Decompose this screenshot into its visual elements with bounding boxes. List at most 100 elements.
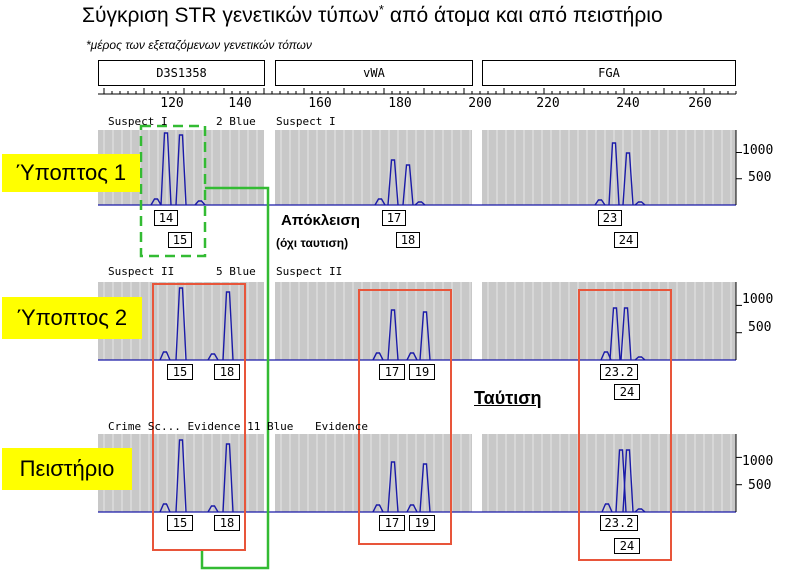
axis-tick-260: 260 [688, 96, 712, 111]
match-label: Ταύτιση [474, 388, 542, 408]
allele-call: 18 [214, 364, 240, 380]
peak [594, 199, 606, 206]
trace-title-evidence: Crime Sc... Evidence 11 Blue [108, 420, 294, 433]
trace-panel-bg [275, 130, 472, 205]
allele-call: 18 [214, 515, 240, 531]
trace-dye-suspect-2: 5 Blue [216, 265, 256, 278]
rfu-label-500: 500 [748, 478, 772, 493]
peak [609, 307, 621, 361]
locus-header-vwa: vWA [275, 60, 473, 86]
trace-title-suspect-1-right: Suspect I [276, 115, 336, 128]
row-label-suspect-1: Ύποπτος 1 [2, 154, 140, 192]
locus-header-d3s1358: D3S1358 [98, 60, 265, 86]
locus-header-fga: FGA [482, 60, 736, 86]
peak [419, 311, 431, 361]
axis-tick-200: 200 [468, 96, 492, 111]
allele-call: 19 [409, 364, 435, 380]
match-box-d3s1358 [152, 283, 246, 551]
peak [372, 352, 384, 361]
rfu-label-1000: 1000 [742, 292, 774, 307]
trace-title-suspect-1: Suspect I [108, 115, 168, 128]
peak [160, 132, 172, 206]
peak [159, 503, 171, 513]
trace-dye-suspect-1: 2 Blue [216, 115, 256, 128]
trace-title-suspect-2-right: Suspect II [276, 265, 343, 278]
peak [406, 352, 418, 361]
axis-minor-ticks [103, 88, 737, 94]
trace-panel-bg [482, 282, 736, 360]
trace-title-evidence-right: Evidence [315, 420, 368, 433]
peak [600, 351, 612, 361]
page-title: Σύγκριση STR γενετικών τύπων* από άτομα … [82, 2, 663, 27]
peak [387, 461, 399, 513]
peak [620, 307, 632, 361]
rfu-label-1000: 1000 [742, 454, 774, 469]
peak [372, 504, 384, 513]
allele-call: 19 [409, 515, 435, 531]
allele-call: 15 [167, 364, 193, 380]
peak [207, 353, 219, 361]
trace-panels [98, 130, 736, 513]
allele-call: 14 [154, 210, 178, 226]
peak [634, 508, 646, 513]
peak-traces [150, 132, 646, 513]
peak [634, 356, 646, 361]
peak [622, 449, 634, 513]
peak [419, 463, 431, 513]
allele-call: 23 [598, 210, 622, 226]
allele-call: 24 [614, 384, 640, 400]
peak [194, 200, 206, 206]
peak [387, 309, 399, 361]
peak [175, 287, 187, 361]
rfu-scale [735, 130, 742, 512]
rfu-label-500: 500 [748, 320, 772, 335]
allele-call: 23.2 [600, 515, 638, 531]
axis-tick-120: 120 [160, 96, 184, 111]
peak [222, 291, 234, 361]
peak [402, 164, 414, 206]
allele-call: 17 [379, 515, 405, 531]
match-box-fga [578, 289, 672, 561]
peak [601, 503, 613, 513]
match-box-vwa [358, 289, 452, 545]
trace-panel-bg [275, 282, 472, 360]
allele-call: 17 [379, 364, 405, 380]
peak [374, 198, 386, 206]
axis-tick-180: 180 [388, 96, 412, 111]
axis-tick-140: 140 [228, 96, 252, 111]
axis-tick-220: 220 [536, 96, 560, 111]
trace-panel-bg [482, 434, 736, 512]
peak [175, 439, 187, 513]
allele-call: 17 [382, 210, 406, 226]
peak [634, 201, 646, 206]
allele-call: 15 [168, 232, 192, 248]
rfu-label-500: 500 [748, 170, 772, 185]
axis-tick-240: 240 [616, 96, 640, 111]
allele-call: 24 [614, 538, 640, 554]
peak [175, 134, 187, 206]
trace-panel-bg [275, 434, 472, 512]
peak [414, 201, 426, 206]
axis-tick-160: 160 [308, 96, 332, 111]
trace-title-suspect-2: Suspect II [108, 265, 175, 278]
allele-call: 24 [614, 232, 638, 248]
rfu-label-1000: 1000 [742, 143, 774, 158]
exclusion-label: Απόκλειση [281, 212, 360, 229]
peak [150, 198, 162, 206]
exclusion-dashed-box [139, 124, 207, 258]
allele-call: 18 [396, 232, 420, 248]
exclusion-connector-line [200, 186, 270, 570]
peak [406, 504, 418, 513]
peak [608, 142, 620, 206]
peak [622, 152, 634, 206]
allele-call: 15 [167, 515, 193, 531]
allele-call: 23.2 [600, 364, 638, 380]
subtitle: *μέρος των εξεταζόμενων γενετικών τόπων [86, 38, 312, 52]
row-label-evidence: Πειστήριο [2, 448, 132, 490]
peak [207, 505, 219, 513]
exclusion-note: (όχι ταυτιση) [276, 236, 349, 250]
peak [159, 351, 171, 361]
peak [387, 159, 399, 206]
peak [222, 443, 234, 513]
